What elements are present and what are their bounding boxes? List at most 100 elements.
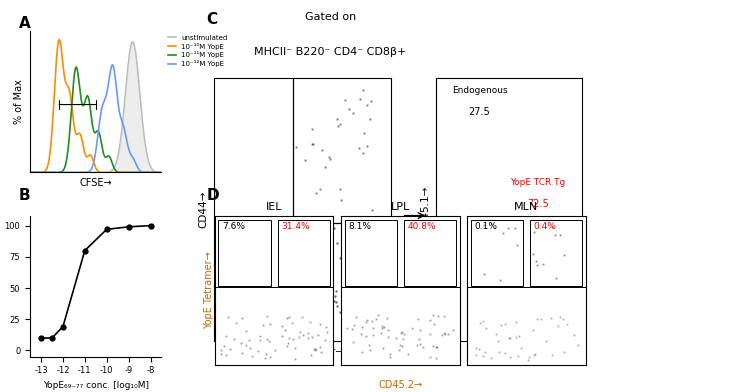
Point [315, 349, 327, 355]
Point [298, 278, 310, 284]
Point [299, 157, 311, 163]
Point [439, 330, 451, 336]
Point [309, 313, 321, 319]
Point [354, 95, 366, 102]
Point [523, 354, 535, 360]
Point [282, 335, 294, 341]
Point [527, 327, 539, 333]
Point [412, 316, 424, 323]
Point [393, 347, 405, 353]
Text: 27.5: 27.5 [469, 107, 490, 117]
Point [318, 163, 330, 170]
Point [318, 337, 330, 343]
Point [511, 334, 523, 341]
Point [309, 328, 321, 334]
Point [384, 354, 396, 360]
Point [558, 349, 570, 356]
Point [433, 313, 445, 319]
Point [350, 327, 362, 333]
Point [339, 97, 351, 103]
Point [350, 324, 362, 330]
Point [321, 329, 333, 335]
Point [348, 322, 360, 328]
Point [324, 156, 336, 162]
Point [360, 333, 372, 339]
Point [546, 224, 558, 230]
Text: D: D [207, 188, 219, 203]
Point [323, 303, 335, 309]
Point [375, 330, 387, 336]
Point [544, 315, 556, 321]
Point [297, 270, 309, 277]
Point [289, 356, 301, 362]
Point [470, 345, 482, 352]
Point [494, 276, 506, 283]
Point [308, 305, 320, 312]
Point [236, 314, 248, 321]
Point [415, 341, 427, 347]
Point [358, 233, 370, 240]
Point [390, 334, 402, 341]
Point [240, 342, 252, 348]
Point [254, 333, 266, 339]
Point [287, 336, 299, 343]
Point [382, 334, 394, 340]
X-axis label: YopE Tetramer→: YopE Tetramer→ [261, 347, 344, 357]
Point [330, 303, 342, 309]
Point [513, 332, 525, 339]
Point [511, 353, 523, 359]
Point [509, 225, 521, 231]
Point [394, 342, 406, 348]
Point [396, 343, 408, 350]
Point [552, 323, 564, 329]
Bar [404, 220, 456, 286]
Point [384, 351, 396, 357]
Point [320, 324, 332, 330]
Point [376, 323, 388, 329]
Point [364, 347, 376, 354]
Point [330, 299, 342, 305]
Point [359, 319, 371, 326]
Point [529, 351, 541, 357]
Point [269, 347, 281, 353]
Point [222, 314, 234, 320]
Point [297, 314, 309, 320]
Point [276, 323, 288, 329]
Text: 8.1%: 8.1% [348, 221, 371, 230]
Point [293, 308, 305, 314]
Point [283, 314, 295, 320]
Point [366, 207, 379, 213]
Point [365, 98, 377, 104]
Point [347, 110, 359, 116]
Point [357, 349, 369, 355]
Point [397, 330, 409, 337]
Point [479, 349, 491, 355]
Point [338, 327, 350, 333]
Point [306, 140, 318, 147]
Point [298, 279, 310, 286]
Point [522, 356, 534, 363]
Point [490, 331, 502, 337]
Bar [530, 220, 582, 286]
Bar [345, 220, 397, 286]
Point [324, 263, 336, 269]
Text: MLN: MLN [514, 201, 538, 212]
Point [264, 354, 276, 360]
Point [311, 319, 323, 326]
Point [557, 316, 569, 322]
Point [515, 345, 527, 351]
X-axis label: CFSE→: CFSE→ [80, 178, 112, 188]
Point [297, 332, 309, 339]
Point [344, 304, 356, 310]
Point [357, 150, 369, 156]
Point [324, 271, 336, 277]
Point [316, 328, 328, 335]
Point [306, 334, 318, 340]
Text: 7.6%: 7.6% [222, 221, 245, 230]
Point [308, 290, 320, 297]
Point [366, 253, 379, 259]
Point [243, 337, 255, 343]
Point [536, 261, 548, 267]
Text: Gated on: Gated on [305, 12, 356, 22]
Point [394, 329, 406, 336]
